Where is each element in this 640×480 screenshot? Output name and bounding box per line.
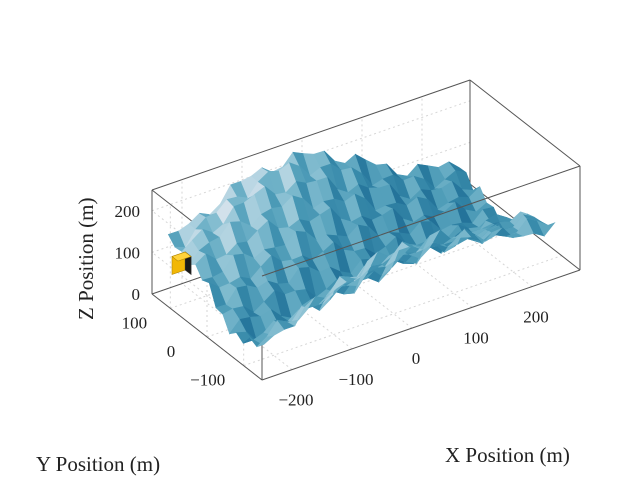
box-edge-front-2 — [469, 79, 581, 167]
z-tick-label: 0 — [132, 285, 141, 304]
grid-z-back-2 — [151, 100, 471, 212]
z-tick-label: 200 — [115, 202, 141, 221]
marker-face-top — [171, 251, 192, 262]
x-axis-label: X Position (m) — [445, 443, 570, 467]
box-edge-back-7 — [151, 79, 471, 191]
x-tick-label: −200 — [278, 391, 313, 410]
grid-y-floor-0 — [243, 255, 562, 367]
tick-layer: −200 −100 0 100 200 −100 0 100 0 100 200 — [115, 202, 549, 410]
x-tick-label: 200 — [523, 308, 549, 327]
x-tick-label: −100 — [338, 370, 373, 389]
grid-z-left-2 — [151, 210, 263, 298]
bounding-box-front — [261, 79, 581, 277]
y-tick-label: 100 — [122, 313, 148, 332]
box-edge-back-1 — [151, 293, 263, 381]
y-tick-label: −100 — [190, 371, 225, 390]
surface-facet — [536, 220, 556, 237]
z-axis-label: Z Position (m) — [74, 197, 98, 320]
marker-layer — [171, 251, 192, 276]
x-tick-label: 0 — [412, 349, 421, 368]
x-tick-label: 100 — [463, 328, 489, 347]
terrain-surface — [167, 150, 556, 348]
y-axis-label: Y Position (m) — [36, 452, 160, 476]
box-edge-front-1 — [261, 165, 581, 277]
y-tick-label: 0 — [167, 342, 176, 361]
z-tick-label: 100 — [115, 243, 141, 262]
box-edge-back-0 — [261, 269, 581, 381]
